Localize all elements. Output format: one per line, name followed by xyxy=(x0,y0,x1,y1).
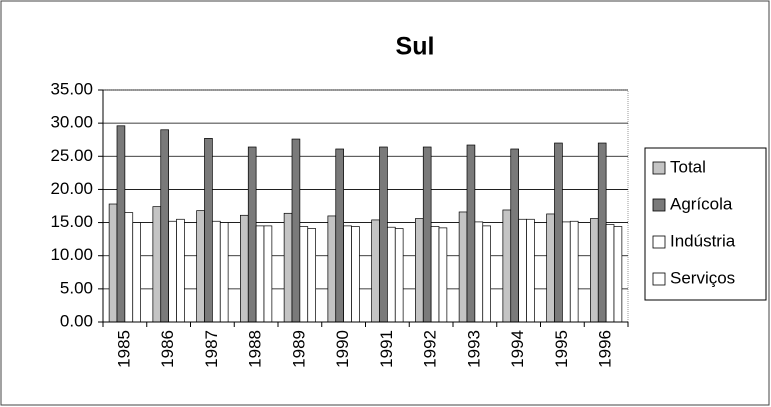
x-tick-label: 1991 xyxy=(377,330,396,368)
bar xyxy=(613,226,623,323)
bar xyxy=(590,218,599,323)
bar xyxy=(307,228,316,323)
x-tick-label: 1988 xyxy=(246,330,265,368)
bar xyxy=(152,206,162,323)
bar xyxy=(116,125,126,323)
bar xyxy=(554,142,563,323)
bar xyxy=(502,209,512,323)
bar xyxy=(212,220,221,323)
x-tick-label: 1996 xyxy=(596,330,615,368)
bar xyxy=(204,138,213,323)
bar xyxy=(240,214,249,323)
bar xyxy=(562,221,571,323)
bar xyxy=(335,148,344,323)
bar xyxy=(422,146,432,323)
bar xyxy=(196,210,205,323)
bar xyxy=(438,227,448,323)
y-tick-label: 15.00 xyxy=(50,212,93,231)
bar xyxy=(379,146,388,323)
bar xyxy=(474,221,484,323)
bar xyxy=(605,224,615,323)
y-tick-label: 10.00 xyxy=(50,245,93,264)
chart-title: Sul xyxy=(396,33,435,61)
x-tick-label: 1985 xyxy=(114,330,133,368)
y-tick-label: 5.00 xyxy=(60,278,93,297)
legend-label: Serviços xyxy=(670,268,735,287)
x-tick-label: 1992 xyxy=(421,330,440,368)
bar xyxy=(132,222,141,323)
x-tick-label: 1989 xyxy=(289,330,308,368)
bar xyxy=(247,146,257,323)
y-tick-label: 0.00 xyxy=(60,311,93,330)
bar xyxy=(482,225,491,323)
bar xyxy=(430,226,440,323)
bar xyxy=(394,228,404,323)
x-tick-label: 1990 xyxy=(333,330,352,368)
bar xyxy=(597,142,607,323)
bar xyxy=(327,215,337,323)
legend-swatch xyxy=(652,161,666,175)
bar xyxy=(569,220,579,323)
x-tick-label: 1994 xyxy=(508,330,527,368)
bar xyxy=(371,219,380,323)
bar xyxy=(263,225,273,323)
bar xyxy=(546,213,555,323)
legend-label: Agrícola xyxy=(670,194,733,213)
bar xyxy=(526,218,535,323)
bar xyxy=(176,218,185,323)
y-tick-label: 25.00 xyxy=(50,146,93,165)
legend-label: Indústria xyxy=(670,231,736,250)
y-tick-label: 20.00 xyxy=(50,179,93,198)
bar xyxy=(124,212,134,323)
y-tick-label: 35.00 xyxy=(50,79,93,98)
bar xyxy=(283,212,293,323)
bar xyxy=(343,225,352,323)
bar xyxy=(255,225,265,323)
legend-label: Total xyxy=(670,157,706,176)
plot-area xyxy=(102,89,629,323)
x-tick-label: 1986 xyxy=(158,330,177,368)
y-tick-label: 30.00 xyxy=(50,113,93,132)
bar xyxy=(518,218,527,323)
bar xyxy=(168,220,177,323)
bar xyxy=(351,226,360,323)
x-tick-label: 1995 xyxy=(552,330,571,368)
bar xyxy=(108,203,118,323)
bar xyxy=(510,148,519,323)
bar xyxy=(415,218,424,323)
bar xyxy=(387,226,396,323)
x-tick-label: 1987 xyxy=(202,330,221,368)
legend-swatch xyxy=(652,235,666,249)
bar xyxy=(291,138,301,323)
bar xyxy=(458,211,468,323)
legend-swatch xyxy=(652,198,666,212)
bar xyxy=(160,129,169,323)
bar xyxy=(219,222,229,323)
x-tick-label: 1993 xyxy=(464,330,483,368)
bar xyxy=(466,144,476,323)
bar xyxy=(299,226,309,323)
legend-swatch xyxy=(652,272,666,286)
